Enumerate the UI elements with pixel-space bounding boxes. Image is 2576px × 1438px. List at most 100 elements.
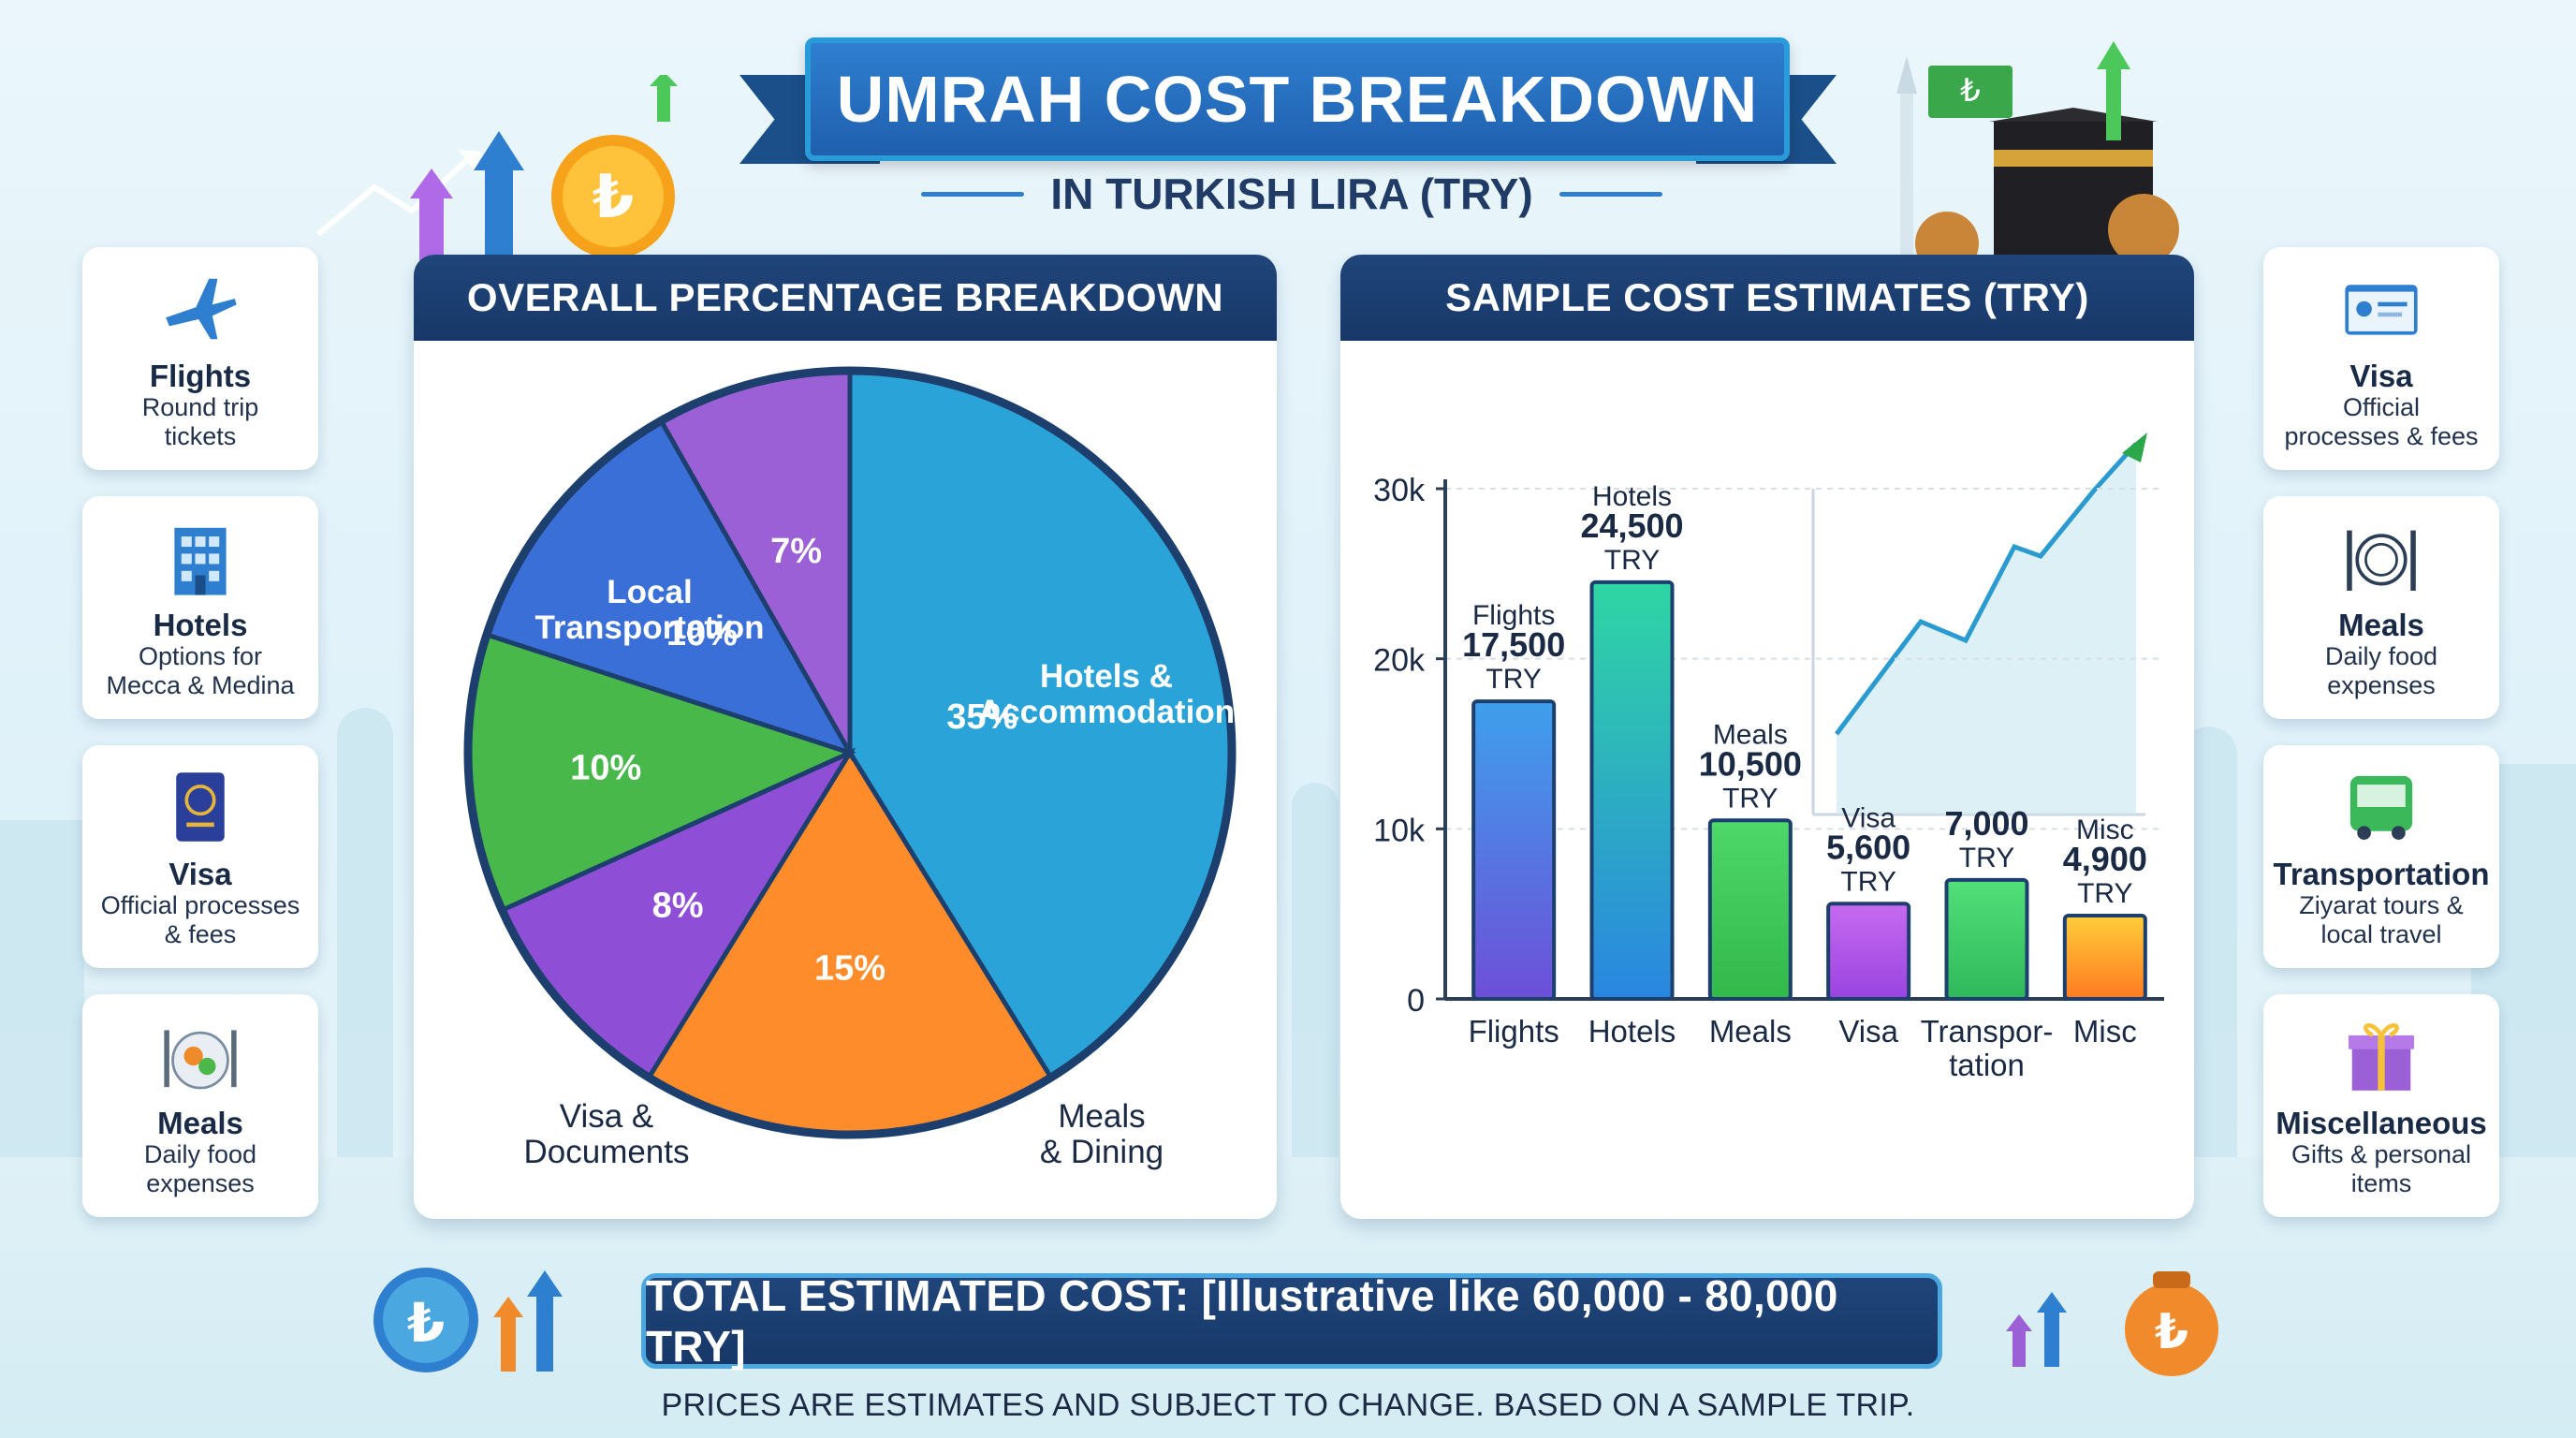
bar-value-label: 17,500 [1462,625,1565,664]
pie-category-label: Visa & [560,1098,654,1135]
right-card-visa: Visa Official processes & fees [2263,247,2499,470]
passport-icon [154,762,247,852]
bar-value-label: 10,500 [1699,744,1802,783]
lira-coin-icon: ₺ [551,135,675,258]
x-tick-label: Meals [1709,1014,1792,1049]
bar-value-label: 5,600 [1826,828,1910,866]
card-desc: Official [2342,393,2421,421]
x-tick-label: Flights [1469,1014,1559,1049]
id-card-icon [2334,264,2428,354]
svg-text:₺: ₺ [407,1291,445,1355]
card-desc: items [2350,1169,2412,1197]
svg-text:₺: ₺ [1960,72,1981,110]
left-card-flights: Flights Round trip tickets [82,247,318,470]
card-title: Transportation [2273,857,2490,891]
subtitle-row: IN TURKISH LIRA (TRY) [917,161,1666,227]
bus-icon [2334,762,2428,852]
card-desc: tickets [164,422,237,450]
card-desc: Round trip [141,393,259,421]
pie-chart: 35% 15% 8% 10% 10% 7% Hotels &Accommodation Mea… [463,366,1237,1170]
bar-value-label: Flights [1472,600,1555,631]
pie-outline [463,366,1237,1139]
bar-value-label: Hotels [1592,481,1672,512]
pie-value-label: 35% [946,697,1017,737]
pie-value-label: 10% [570,748,641,787]
pie-category-label: Documents [523,1134,689,1170]
airplane-icon [154,264,247,354]
card-desc: & fees [164,920,237,948]
bar [1826,902,1911,1001]
title-banner: UMRAH COST BREAKDOWN [805,37,1790,161]
bar-panel: SAMPLE COST ESTIMATES (TRY) 0 10k 20k 30k Fl… [1340,255,2194,1219]
x-tick-label: Misc [2073,1014,2137,1049]
bar-value-label: 24,500 [1580,506,1683,545]
svg-text:₺: ₺ [593,163,635,232]
card-title: Meals [2338,608,2424,642]
pie-panel: OVERALL PERCENTAGE BREAKDOWN 35% 15% 8% 10%… [414,255,1277,1219]
card-title: Meals [157,1106,243,1140]
x-tick-label: Transpor- [1921,1014,2054,1049]
pie-category-label: Transportation [534,609,764,646]
pie-value-label: 10% [666,614,738,653]
bar [1707,818,1793,1001]
pie-category-label: Local [607,574,692,610]
card-desc: expenses [2327,671,2436,699]
right-card-meals: Meals Daily food expenses [2263,496,2499,719]
card-desc: Ziyarat tours & [2299,891,2464,919]
pie-category-label: Hotels & [1040,658,1173,695]
total-cost-text: TOTAL ESTIMATED COST: [Illustrative like… [646,1271,1838,1371]
bar-value-label: TRY [1840,866,1895,897]
page-title: UMRAH COST BREAKDOWN [836,63,1759,136]
growth-arrows-decoration [316,75,678,271]
pie-panel-title: OVERALL PERCENTAGE BREAKDOWN [414,255,1277,341]
y-tick-label: 0 [1407,983,1425,1019]
card-title: Hotels [153,608,248,642]
plate-cutlery-icon [2334,513,2428,603]
bar-value-label: TRY [2077,878,2132,909]
subtitle-divider [921,191,1025,197]
pie-category-label: Accommodation [978,694,1235,730]
bar-value-label: 7,000 [1944,804,2028,843]
card-desc: processes & fees [2284,422,2479,450]
x-tick-label: Hotels [1588,1014,1676,1049]
bar-value-label: TRY [1604,545,1660,576]
gift-icon [2334,1011,2428,1101]
svg-text:₺: ₺ [2155,1304,2188,1360]
card-desc: local travel [2320,920,2442,948]
bar [2062,913,2147,1002]
pie-value-label: 8% [652,887,704,926]
pie-value-label: 15% [814,948,886,988]
bar-chart: 010k20k30kFlights17,500TRYFlightsHotels2… [1373,433,2164,1082]
pie-category-label: Meals [1058,1098,1145,1135]
minaret-silhouette [337,708,393,1157]
bar-value-label: Meals [1713,719,1788,750]
card-title: Visa [168,857,232,891]
trend-inset [1811,433,2147,816]
y-tick-label: 30k [1373,473,1426,508]
card-desc: Official processes [100,891,300,919]
bar-value-label: TRY [1959,843,2014,873]
card-title: Visa [2349,359,2413,393]
card-desc: expenses [146,1169,255,1197]
card-desc: Mecca & Medina [106,671,295,699]
left-card-meals: Meals Daily food expenses [82,994,318,1217]
card-title: Miscellaneous [2276,1106,2487,1140]
hotel-icon [154,513,247,603]
left-card-visa: Visa Official processes & fees [82,745,318,968]
meal-icon [154,1011,247,1101]
bar-value-label: 4,900 [2063,840,2147,878]
card-desc: Daily food [2324,642,2438,670]
kaaba-mosque-icon: ₺ [1896,41,2179,262]
card-desc: Options for [138,642,263,670]
left-card-hotels: Hotels Options for Mecca & Medina [82,496,318,719]
card-title: Flights [149,359,252,393]
bar [1471,699,1557,1001]
minaret-silhouette [1292,783,1339,1157]
right-card-miscellaneous: Miscellaneous Gifts & personal items [2263,994,2499,1217]
disclaimer-text: PRICES ARE ESTIMATES AND SUBJECT TO CHAN… [661,1387,1915,1423]
lira-growth-decoration: ₺ [373,1268,563,1372]
subtitle-divider [1559,191,1662,197]
bar-panel-title: SAMPLE COST ESTIMATES (TRY) [1340,255,2194,341]
pie-category-label: & Dining [1040,1134,1164,1170]
building-silhouette [0,820,84,1157]
